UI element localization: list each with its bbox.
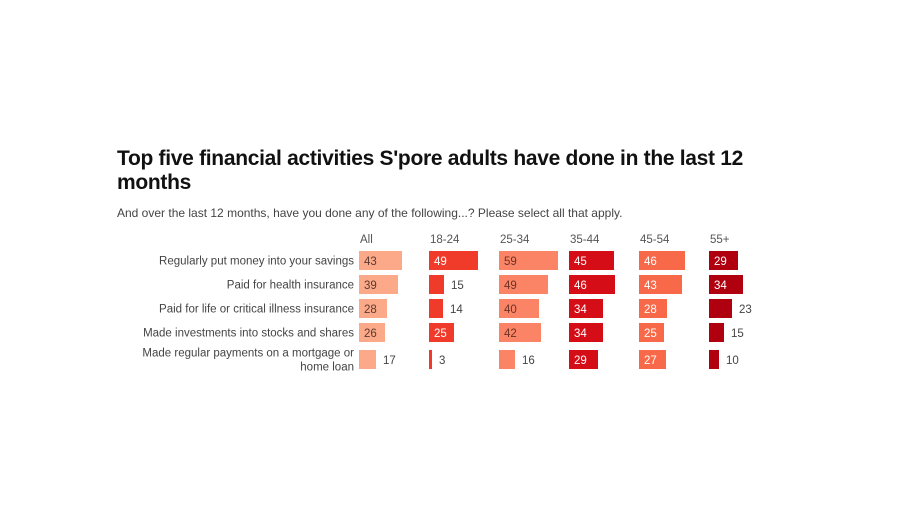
bar <box>429 299 443 318</box>
bar <box>709 251 738 270</box>
data-label: 40 <box>504 304 517 316</box>
bar <box>709 275 743 294</box>
data-label: 43 <box>364 256 377 268</box>
data-label: 42 <box>504 328 517 340</box>
data-label: 49 <box>504 280 517 292</box>
data-label: 15 <box>731 328 744 340</box>
chart-title: Top five financial activities S'pore adu… <box>117 147 744 194</box>
column-header: 25-34 <box>500 234 530 246</box>
bar <box>639 251 685 270</box>
data-label: 49 <box>434 256 447 268</box>
bar <box>499 275 548 294</box>
bar <box>639 323 664 342</box>
data-label: 45 <box>574 256 587 268</box>
row-label: Made regular payments on a mortgage or <box>142 348 354 360</box>
data-label: 59 <box>504 256 517 268</box>
data-label: 27 <box>644 355 657 367</box>
data-label: 16 <box>522 355 535 367</box>
bar <box>429 275 444 294</box>
row-label: home loan <box>300 362 354 374</box>
bar <box>569 323 603 342</box>
row-label: Regularly put money into your savings <box>159 256 354 268</box>
bar <box>429 323 454 342</box>
column-header: All <box>360 234 373 246</box>
bar <box>569 299 603 318</box>
data-label: 3 <box>439 355 445 367</box>
column-header: 35-44 <box>570 234 600 246</box>
bar <box>359 323 385 342</box>
data-label: 26 <box>364 328 377 340</box>
bar <box>709 323 724 342</box>
data-label: 14 <box>450 304 463 316</box>
data-label: 28 <box>644 304 657 316</box>
data-label: 43 <box>644 280 657 292</box>
bar <box>429 350 432 369</box>
data-label: 29 <box>714 256 727 268</box>
data-label: 28 <box>364 304 377 316</box>
chart-subtitle: And over the last 12 months, have you do… <box>117 206 623 220</box>
data-label: 17 <box>383 355 396 367</box>
data-label: 46 <box>574 280 587 292</box>
data-label: 46 <box>644 256 657 268</box>
bar <box>639 275 682 294</box>
bar <box>499 350 515 369</box>
bar <box>359 275 398 294</box>
bar <box>499 299 539 318</box>
bar <box>639 350 666 369</box>
bar <box>359 251 402 270</box>
column-header: 55+ <box>710 234 730 246</box>
data-label: 25 <box>644 328 657 340</box>
bar <box>569 251 614 270</box>
data-label: 10 <box>726 355 739 367</box>
data-label: 34 <box>574 304 587 316</box>
data-label: 23 <box>739 304 752 316</box>
bar <box>499 323 541 342</box>
row-label: Made investments into stocks and shares <box>143 328 354 340</box>
bar <box>569 275 615 294</box>
bar <box>429 251 478 270</box>
bar <box>569 350 598 369</box>
data-label: 15 <box>451 280 464 292</box>
bar <box>709 299 732 318</box>
bar <box>499 251 558 270</box>
data-label: 34 <box>574 328 587 340</box>
data-label: 34 <box>714 280 727 292</box>
row-label: Paid for life or critical illness insura… <box>159 304 354 316</box>
data-label: 39 <box>364 280 377 292</box>
row-label: Paid for health insurance <box>227 280 354 292</box>
bar <box>359 350 376 369</box>
data-label: 29 <box>574 355 587 367</box>
bar <box>639 299 667 318</box>
column-header: 45-54 <box>640 234 670 246</box>
bar <box>359 299 387 318</box>
column-header: 18-24 <box>430 234 460 246</box>
data-label: 25 <box>434 328 447 340</box>
bar <box>709 350 719 369</box>
